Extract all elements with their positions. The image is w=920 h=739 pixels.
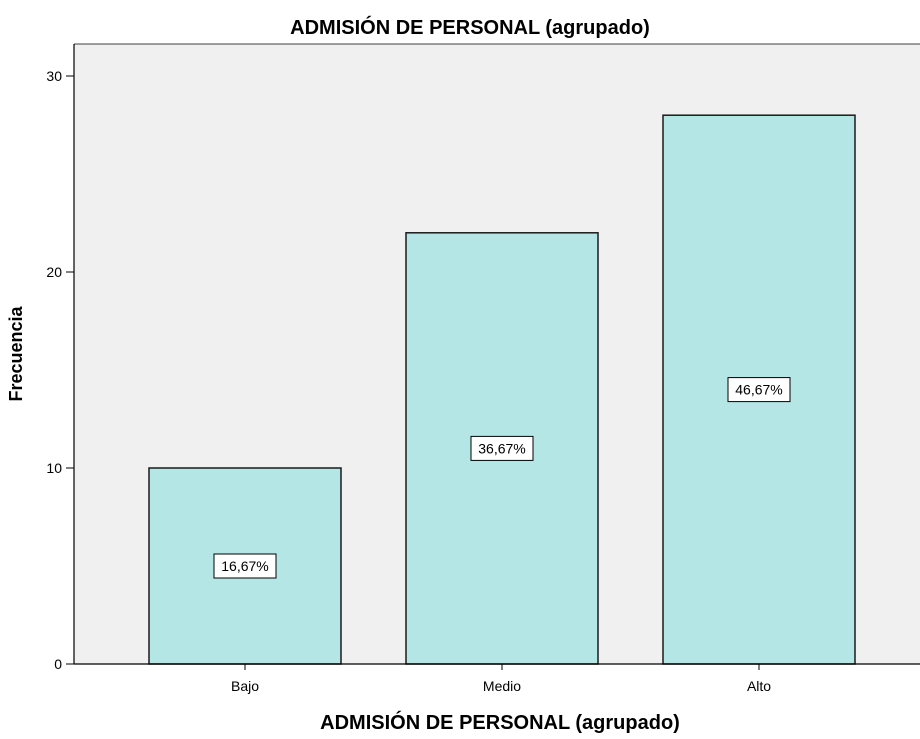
data-label-bajo: 16,67% bbox=[221, 558, 268, 574]
data-label-box-bajo bbox=[213, 553, 277, 579]
x-tick-label-bajo: Bajo bbox=[231, 678, 259, 694]
data-label-box-alto bbox=[727, 377, 791, 403]
axes-group: Bajo Medio Alto 0 10 20 30 bbox=[46, 43, 920, 694]
x-tick-label-alto: Alto bbox=[747, 678, 771, 694]
y-tick-label-20: 20 bbox=[46, 264, 62, 280]
y-tick-label-10: 10 bbox=[46, 460, 62, 476]
data-label-alto: 46,67% bbox=[735, 382, 782, 398]
x-axis-title: ADMISIÓN DE PERSONAL (agrupado) bbox=[320, 710, 680, 734]
data-label-medio: 36,67% bbox=[478, 440, 525, 456]
data-label-box-medio bbox=[470, 435, 534, 461]
chart-title: ADMISIÓN DE PERSONAL (agrupado) bbox=[290, 15, 650, 39]
y-axis-title: Frecuencia bbox=[6, 305, 26, 401]
data-labels-group: 16,67% 36,67% 46,67% bbox=[213, 377, 791, 579]
y-tick-label-0: 0 bbox=[54, 656, 62, 672]
x-tick-label-medio: Medio bbox=[483, 678, 521, 694]
y-tick-label-30: 30 bbox=[46, 68, 62, 84]
